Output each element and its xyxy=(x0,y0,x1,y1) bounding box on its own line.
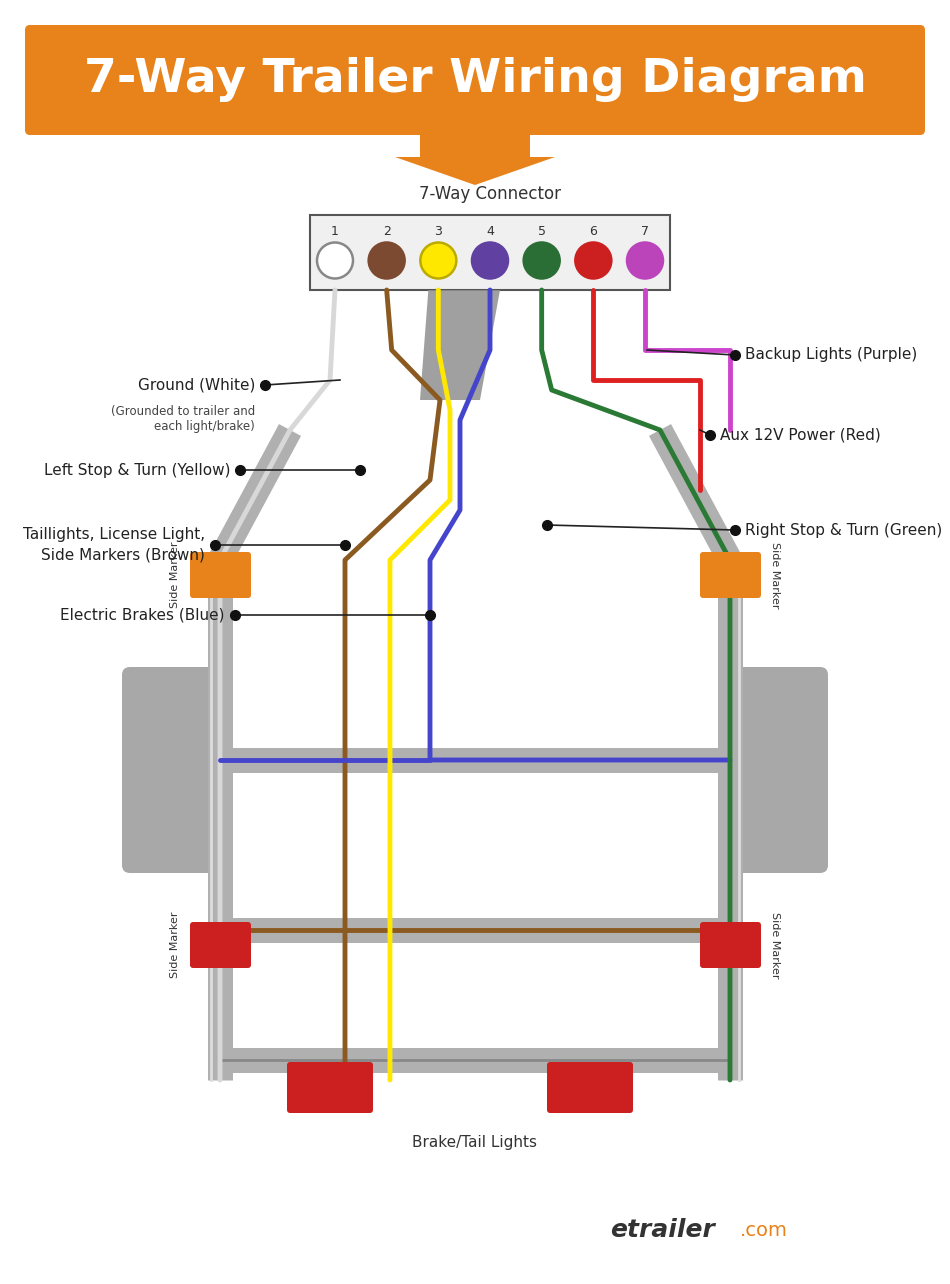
Text: Ground (White): Ground (White) xyxy=(138,377,255,393)
FancyBboxPatch shape xyxy=(700,552,761,598)
Text: 7-Way Connector: 7-Way Connector xyxy=(419,185,561,203)
Text: Side Marker: Side Marker xyxy=(770,542,780,609)
Polygon shape xyxy=(395,130,555,185)
Text: 2: 2 xyxy=(383,225,390,238)
Circle shape xyxy=(317,243,353,279)
FancyBboxPatch shape xyxy=(190,552,251,598)
Text: 4: 4 xyxy=(486,225,494,238)
Text: Side Marker: Side Marker xyxy=(170,912,180,978)
Text: Side Marker: Side Marker xyxy=(170,542,180,609)
Text: 1: 1 xyxy=(331,225,339,238)
Text: Side Markers (Brown): Side Markers (Brown) xyxy=(41,547,205,562)
Polygon shape xyxy=(420,290,500,401)
Circle shape xyxy=(523,243,560,279)
Circle shape xyxy=(369,243,405,279)
Text: 7-Way Trailer Wiring Diagram: 7-Way Trailer Wiring Diagram xyxy=(84,58,866,103)
Circle shape xyxy=(420,243,456,279)
Circle shape xyxy=(472,243,508,279)
FancyBboxPatch shape xyxy=(310,214,670,290)
FancyBboxPatch shape xyxy=(700,922,761,968)
Text: Right Stop & Turn (Green): Right Stop & Turn (Green) xyxy=(745,523,942,538)
FancyBboxPatch shape xyxy=(722,666,828,873)
Text: Brake/Tail Lights: Brake/Tail Lights xyxy=(412,1135,538,1150)
Text: 5: 5 xyxy=(538,225,545,238)
Text: each light/brake): each light/brake) xyxy=(154,420,255,433)
Text: Taillights, License Light,: Taillights, License Light, xyxy=(23,528,205,543)
Text: Aux 12V Power (Red): Aux 12V Power (Red) xyxy=(720,428,881,443)
FancyBboxPatch shape xyxy=(287,1062,373,1113)
Text: .com: .com xyxy=(740,1221,788,1239)
Text: Backup Lights (Purple): Backup Lights (Purple) xyxy=(745,348,918,362)
FancyBboxPatch shape xyxy=(25,24,925,135)
Circle shape xyxy=(627,243,663,279)
FancyBboxPatch shape xyxy=(190,922,251,968)
Circle shape xyxy=(576,243,612,279)
Text: 6: 6 xyxy=(589,225,598,238)
Text: (Grounded to trailer and: (Grounded to trailer and xyxy=(111,404,255,419)
FancyBboxPatch shape xyxy=(547,1062,633,1113)
FancyBboxPatch shape xyxy=(122,666,228,873)
Text: Side Marker: Side Marker xyxy=(770,912,780,978)
Text: 3: 3 xyxy=(434,225,443,238)
Text: Left Stop & Turn (Yellow): Left Stop & Turn (Yellow) xyxy=(44,462,230,478)
Text: Electric Brakes (Blue): Electric Brakes (Blue) xyxy=(61,607,225,623)
Text: 7: 7 xyxy=(641,225,649,238)
Text: etrailer: etrailer xyxy=(610,1219,714,1242)
